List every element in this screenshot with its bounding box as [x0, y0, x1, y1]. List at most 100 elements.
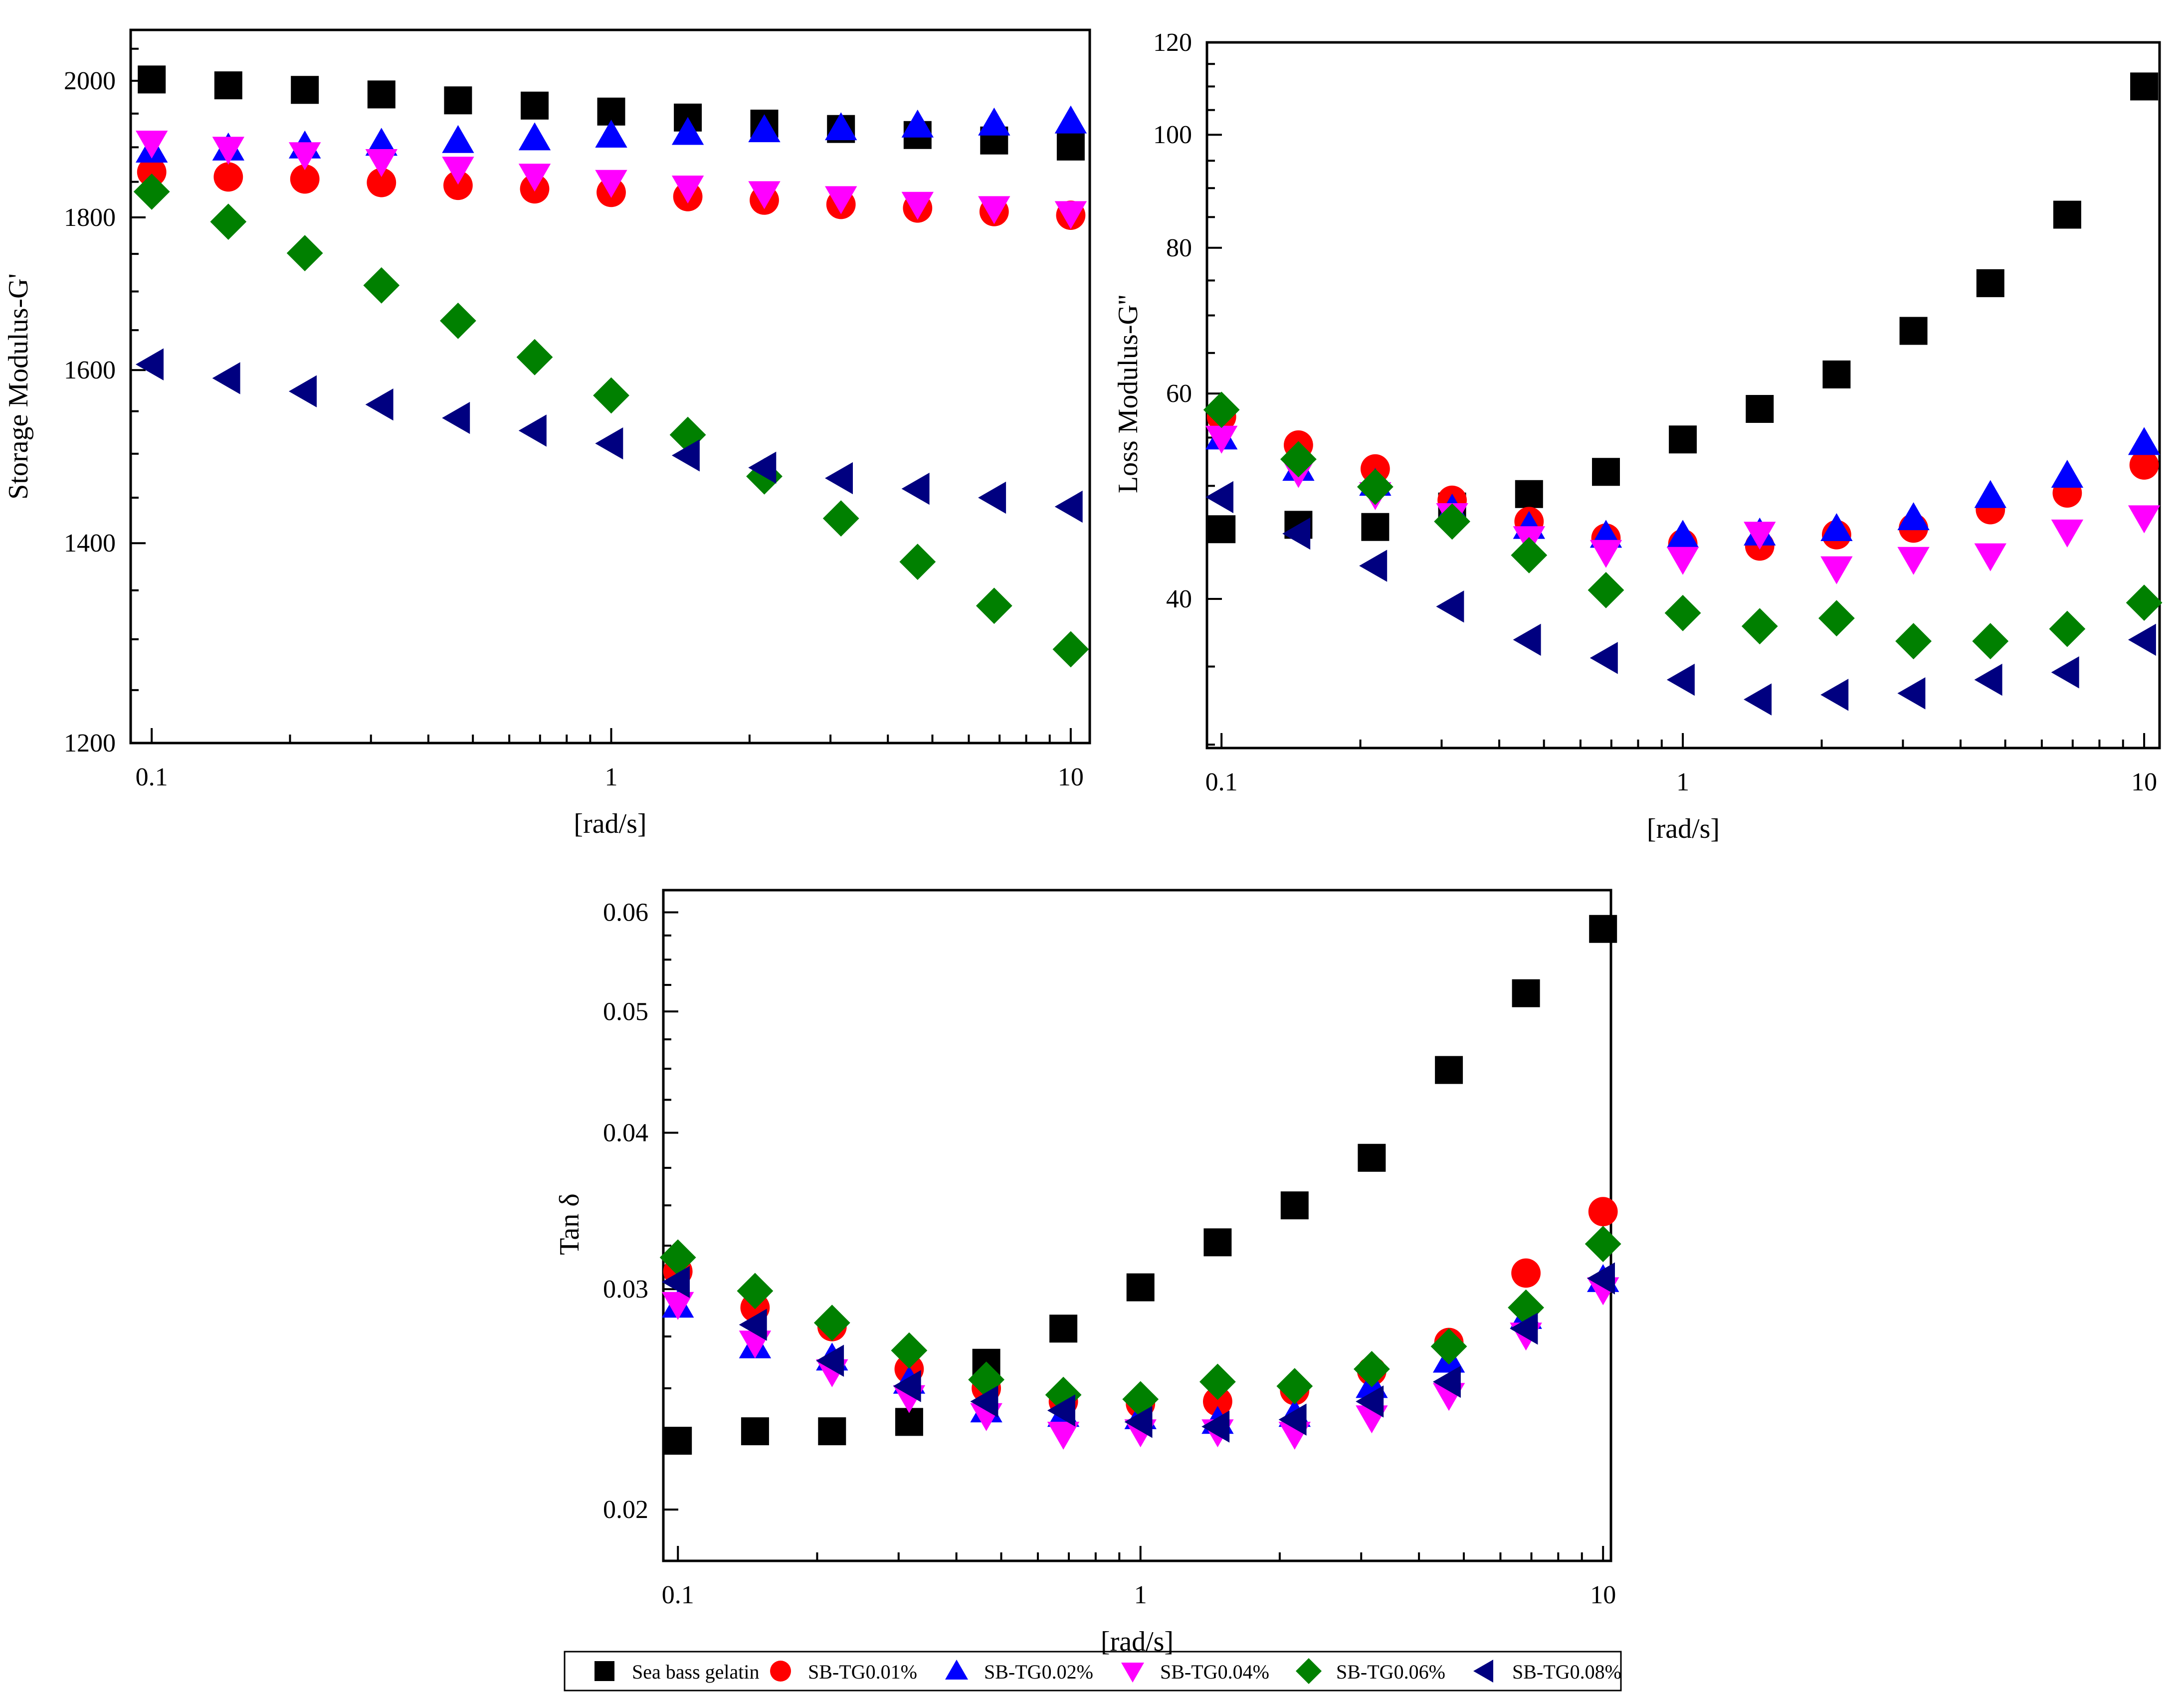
data-point	[1124, 1406, 1153, 1438]
data-point	[1203, 1387, 1232, 1416]
legend-entry: SB-TG0.01%	[770, 1661, 917, 1683]
data-point	[664, 1427, 692, 1455]
x-axis-label: [rad/s]	[1647, 813, 1720, 844]
data-point	[1510, 1313, 1538, 1345]
data-point	[825, 112, 857, 141]
data-point	[1899, 317, 1928, 345]
data-point	[444, 86, 472, 115]
data-point	[1744, 683, 1772, 716]
data-point	[1049, 1315, 1078, 1343]
plot-frame	[662, 889, 1612, 1562]
data-point	[595, 120, 627, 148]
series-sb-tg0-04-	[136, 131, 1087, 229]
data-point	[1354, 1351, 1390, 1387]
data-point	[290, 164, 320, 194]
data-point	[970, 1385, 998, 1418]
y-tick-label: 2000	[64, 67, 116, 95]
data-point	[1358, 1143, 1386, 1172]
x-tick-label: 1	[1676, 768, 1689, 796]
data-point	[1744, 522, 1776, 550]
data-point	[1976, 269, 2004, 297]
data-point	[442, 157, 474, 185]
data-point	[597, 97, 625, 126]
data-point	[1434, 503, 1470, 540]
x-axis-label: [rad/s]	[1101, 1626, 1174, 1657]
data-point	[1276, 1368, 1313, 1404]
legend: Sea bass gelatin SB-TG0.01% SB-TG0.02% SB-T…	[564, 1651, 1622, 1692]
data-point	[1666, 520, 1699, 548]
y-tick-label: 40	[1166, 585, 1192, 613]
data-point	[1818, 600, 1855, 637]
x-tick-label: 0.1	[136, 763, 168, 791]
data-point	[1592, 458, 1620, 486]
data-point	[1056, 132, 1085, 161]
data-point	[136, 131, 168, 159]
data-point	[1205, 481, 1233, 514]
data-point	[1280, 1191, 1309, 1220]
plot-frame	[1205, 41, 2161, 750]
legend-label: SB-TG0.08%	[1512, 1661, 1621, 1683]
data-point	[739, 1309, 767, 1341]
data-point	[1201, 1410, 1230, 1443]
x-tick-label: 0.1	[662, 1581, 694, 1609]
data-point	[748, 451, 777, 484]
data-point	[1589, 540, 1622, 568]
data-point	[2053, 200, 2081, 229]
x-axis: 0.1 1 10	[1205, 733, 2157, 796]
data-point	[816, 1344, 844, 1377]
data-point	[212, 137, 244, 165]
data-point	[1511, 1258, 1541, 1288]
data-point	[518, 414, 547, 447]
data-point	[365, 388, 394, 421]
x-axis-label: [rad/s]	[574, 808, 646, 839]
data-point	[1280, 441, 1317, 478]
series-sb-tg0-08-	[136, 348, 1083, 523]
y-axis-label: Tan δ	[554, 1193, 585, 1255]
legend-entry: SB-TG0.04%	[1121, 1661, 1269, 1683]
data-point	[210, 203, 247, 240]
data-point	[521, 91, 549, 120]
legend-marker	[1473, 1660, 1493, 1683]
y-tick-label: 0.03	[603, 1275, 648, 1304]
data-point	[593, 377, 629, 414]
data-point	[899, 544, 936, 580]
data-point	[365, 128, 397, 156]
data-point	[2051, 519, 2084, 548]
legend-label: Sea bass gelatin	[632, 1661, 760, 1683]
legend-label: SB-TG0.06%	[1336, 1661, 1445, 1683]
data-point	[669, 416, 706, 453]
legend-marker	[945, 1660, 968, 1680]
data-point	[2051, 460, 2084, 488]
data-point	[976, 587, 1012, 624]
data-point	[1199, 1363, 1236, 1400]
data-point	[671, 176, 704, 204]
data-point	[1585, 1226, 1621, 1262]
legend-entry: SB-TG0.06%	[1296, 1658, 1445, 1684]
data-point	[901, 191, 934, 220]
data-point	[1589, 642, 1618, 674]
data-point	[895, 1408, 923, 1436]
data-point	[825, 186, 857, 214]
data-point	[822, 500, 859, 537]
data-point	[367, 168, 397, 197]
chart-loss: 0.1 1 10 [rad/s] 40 60 80 100 120 Loss Modulus-G'…	[1113, 28, 2163, 844]
data-point	[1588, 1197, 1618, 1227]
data-point	[1203, 1228, 1232, 1257]
data-point	[978, 481, 1006, 514]
data-point	[1974, 543, 2006, 571]
data-point	[1361, 513, 1390, 541]
data-point	[440, 302, 476, 339]
data-point	[137, 157, 167, 187]
data-point	[289, 142, 321, 171]
data-point	[737, 1273, 774, 1310]
data-point	[825, 462, 853, 495]
data-point	[1511, 537, 1548, 573]
data-point	[1822, 360, 1851, 388]
data-point	[671, 117, 704, 145]
y-tick-label: 120	[1153, 28, 1192, 57]
legend-entry: Sea bass gelatin	[595, 1661, 760, 1683]
data-point	[291, 76, 319, 104]
x-tick-label: 1	[1134, 1581, 1147, 1609]
data-point	[1282, 517, 1311, 550]
x-tick-label: 10	[1058, 763, 1084, 791]
